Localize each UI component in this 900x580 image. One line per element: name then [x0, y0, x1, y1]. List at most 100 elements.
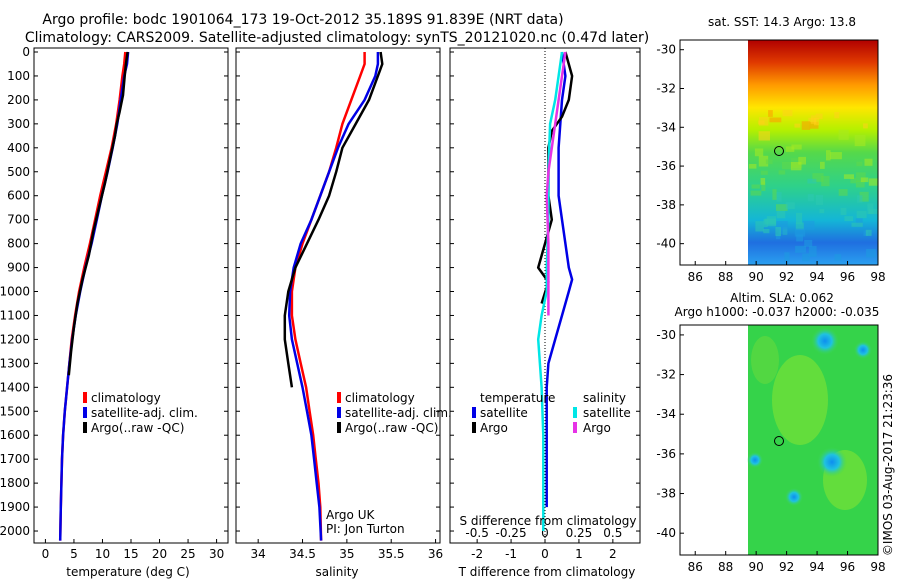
- map-y-tick-label: -34: [656, 120, 676, 134]
- sst-pixel: [750, 190, 762, 196]
- argo-float-marker-sla: [774, 436, 784, 446]
- depth-tick-label: 1100: [0, 308, 30, 322]
- legend-swatch-t-argo: [472, 422, 476, 433]
- x-tick-label: 2: [609, 547, 617, 561]
- sst-pixel: [819, 209, 825, 214]
- sst-pixel: [868, 178, 878, 186]
- sst-pixel: [763, 229, 770, 234]
- sst-pixel: [785, 202, 795, 209]
- series-line: [287, 52, 380, 541]
- sst-pixel: [867, 203, 874, 214]
- sst-map-frame: [679, 39, 879, 266]
- map-x-tick-label: 86: [688, 560, 703, 574]
- x-tick-label: 0: [42, 547, 50, 561]
- sst-pixel: [758, 131, 770, 141]
- s-tick-label: -0.5: [465, 526, 488, 540]
- s-difference-label: S difference from climatology: [460, 514, 637, 528]
- sst-pixel: [764, 218, 777, 225]
- depth-tick-label: 0: [22, 45, 30, 59]
- sst-pixel: [778, 227, 788, 235]
- map-x-tick-label: 90: [749, 270, 764, 284]
- x-tick-label: -2: [471, 547, 483, 561]
- legend-swatch-satellite: [337, 407, 341, 418]
- salinity-panel: 34 34.5 35 35.5 36: [236, 51, 443, 561]
- sst-pixel: [821, 175, 830, 187]
- sst-pixel: [834, 254, 842, 261]
- sst-pixel: [776, 234, 781, 240]
- map-y-tick-label: -32: [656, 81, 676, 95]
- legend-swatch-t-satellite: [472, 407, 476, 418]
- sst-pixel: [804, 239, 813, 247]
- sla-warm-patch: [751, 336, 779, 384]
- sst-pixel: [776, 221, 788, 230]
- x-tick-label: 0: [541, 547, 549, 561]
- sst-pixel: [795, 245, 806, 253]
- map-y-tick-label: -34: [656, 407, 676, 421]
- legend-swatch-climatology: [83, 392, 87, 403]
- sst-pixel: [796, 234, 803, 242]
- figure-title-line-1: Argo profile: bodc 1901064_173 19-Oct-20…: [42, 12, 563, 28]
- s-tick-label: -0.25: [496, 526, 527, 540]
- sst-pixel: [859, 191, 869, 202]
- sst-map-title: sat. SST: 14.3 Argo: 13.8: [708, 15, 856, 29]
- map-y-tick-label: -32: [656, 368, 676, 382]
- sst-pixel: [868, 208, 879, 214]
- series-line: [545, 51, 567, 316]
- sst-pixel: [864, 158, 873, 166]
- legend-label-t-argo: Argo: [480, 421, 508, 435]
- map-x-tick-label: 88: [718, 560, 733, 574]
- pi-credit: PI: Jon Turton: [326, 522, 405, 536]
- sla-map: Altim. SLA: 0.062 Argo h1000: -0.037 h20…: [656, 291, 885, 574]
- sst-pixel: [748, 164, 757, 169]
- legend-label-argo: Argo(..raw -QC): [91, 421, 184, 435]
- depth-tick-label: 1400: [0, 380, 30, 394]
- x-tick-label: 5: [70, 547, 78, 561]
- sla-eddy: [817, 447, 847, 477]
- map-y-tick-label: -38: [656, 198, 676, 212]
- sst-pixel: [810, 115, 817, 124]
- sst-pixel: [838, 129, 849, 140]
- legend-swatch-s-satellite: [573, 407, 577, 418]
- sst-pixel: [844, 216, 854, 222]
- legend-swatch-argo: [337, 422, 341, 433]
- depth-tick-label: 400: [7, 141, 30, 155]
- sst-pixel: [782, 161, 792, 170]
- sst-pixel: [856, 210, 867, 219]
- sla-warm-patch: [772, 355, 828, 445]
- sst-pixel: [776, 210, 786, 219]
- series-line: [67, 51, 129, 376]
- sst-pixel: [772, 189, 777, 200]
- sst-pixel: [856, 172, 866, 182]
- sst-pixel: [820, 161, 825, 169]
- legend-title-temperature: temperature: [480, 391, 555, 405]
- sst-pixel: [857, 195, 863, 203]
- salinity-xlabel: salinity: [315, 565, 358, 579]
- map-x-tick-label: 92: [779, 560, 794, 574]
- map-x-tick-label: 96: [840, 560, 855, 574]
- sst-pixel: [812, 173, 824, 182]
- legend-label-satellite: satellite-adj. clim.: [91, 406, 198, 420]
- depth-tick-label: 200: [7, 93, 30, 107]
- sst-pixel: [843, 174, 854, 179]
- sst-pixel: [775, 227, 781, 237]
- difference-xlabel: T difference from climatology: [458, 565, 636, 579]
- sst-pixel: [761, 181, 766, 191]
- sst-pixel: [795, 222, 804, 230]
- map-x-tick-label: 96: [840, 270, 855, 284]
- map-y-tick-label: -30: [656, 43, 676, 57]
- sst-pixel: [838, 189, 848, 196]
- sst-pixel: [794, 123, 801, 128]
- sst-pixel: [791, 144, 802, 150]
- sst-pixel: [865, 229, 872, 236]
- sst-pixel: [790, 162, 802, 171]
- salinity-panel-frame: [235, 47, 441, 544]
- sst-pixel: [760, 170, 768, 175]
- sla-eddy: [785, 488, 803, 506]
- series-line: [290, 52, 366, 541]
- sst-pixel: [769, 117, 782, 123]
- map-y-tick-label: -36: [656, 447, 676, 461]
- sla-map-frame: [679, 324, 879, 556]
- sla-eddy: [811, 327, 839, 355]
- sst-pixel: [866, 249, 877, 258]
